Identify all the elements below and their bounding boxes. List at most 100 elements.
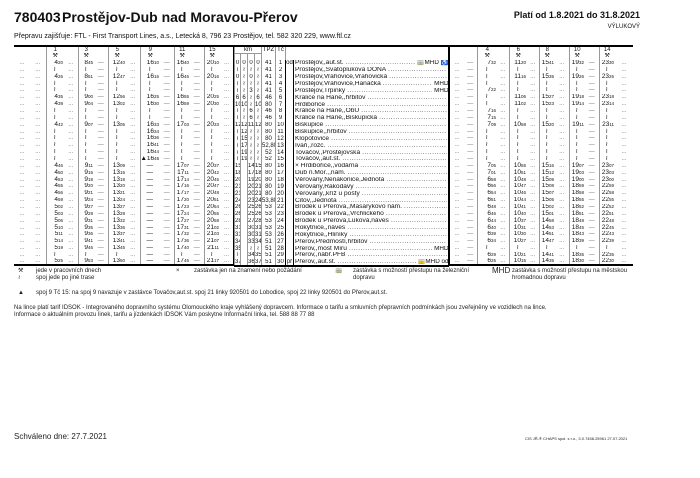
stop-name-text: Kralice na Hané,,Biskupická: [295, 115, 378, 122]
filler-cell: ...: [68, 203, 74, 210]
time-cell: ≀: [173, 155, 190, 163]
km-cell: 20: [234, 176, 241, 184]
time-cell: 1727: [173, 217, 190, 225]
time-cell: ≀: [508, 128, 527, 135]
filler-cell: ...: [35, 121, 41, 128]
filler-cell: ...: [223, 66, 229, 73]
stop-number: 13: [275, 142, 286, 150]
time-cell: 1731: [173, 224, 190, 231]
header-cell: [497, 46, 509, 53]
time-cell: 439: [45, 100, 64, 108]
timetable-row: ...... 514... 941—1341... — —1736—2107...: [14, 237, 234, 245]
filler-cell: ...: [68, 59, 74, 66]
time-cell: ≀: [139, 66, 160, 74]
legend-text: zastávka jen na znamení nebo požádání: [194, 268, 302, 274]
header-row: km TPZ Tč: [234, 46, 449, 54]
filler-cell: —: [97, 197, 104, 204]
filler-cell: ...: [530, 80, 536, 87]
timetable-row: ≀ 34 35 51 29 Přerov,,nábř.PFB...............…: [234, 252, 449, 259]
km-cell: 24: [254, 197, 262, 205]
km-cell: 3: [247, 87, 255, 95]
time-cell: 2016: [203, 73, 220, 81]
filler-cell: ...: [35, 142, 41, 149]
timetable-row: ...... ≀... ≀ — ≀... 1634— ≀ — ≀...: [14, 128, 234, 135]
time-cell: —: [139, 224, 160, 231]
filler-cell: ...: [223, 80, 229, 87]
timetable-row: ... —639... 1030... 1451... 1843—2243...: [449, 230, 633, 238]
header-cell: 10: [568, 46, 585, 53]
km-cell: 6: [234, 94, 241, 102]
time-cell: —: [139, 176, 160, 183]
filler-cell: ...: [19, 238, 25, 245]
filler-cell: —: [588, 94, 595, 101]
filler-cell: ...: [223, 176, 229, 183]
tpz-cell: 80: [261, 169, 276, 177]
filler-cell: —: [467, 210, 474, 217]
time-cell: ≀: [77, 155, 94, 163]
stop-name-text: Tovačov,,aut.st.: [295, 156, 341, 163]
time-cell: 1047: [508, 182, 527, 190]
stop-name: Klopotovice.............................…: [295, 136, 449, 142]
stop-flag: [285, 238, 294, 246]
time-cell: ≀: [173, 86, 190, 94]
filler-cell: ...: [500, 94, 506, 101]
filler-cell: —: [588, 231, 595, 238]
time-cell: 1740: [173, 244, 190, 252]
time-cell: ≀: [508, 134, 527, 142]
km-cell: 31: [234, 231, 241, 239]
time-cell: 732: [476, 59, 497, 67]
filler-cell: —: [97, 87, 104, 94]
stop-name: Tovačov,,aut.st.........................…: [295, 156, 449, 162]
tpz-cell: 51: [261, 258, 276, 266]
dot-leader: ........................................…: [361, 190, 447, 197]
filler-cell: ...: [500, 101, 506, 108]
filler-cell: ...: [530, 251, 536, 258]
filler-cell: ...: [19, 107, 25, 114]
km-cell: ≀: [254, 80, 262, 88]
time-cell: ≀: [107, 114, 126, 122]
timetable-row: ≀ ≀ ≀ ≀ 41 2 Prostějov,,Svatoplukova DONA.....…: [234, 66, 449, 74]
time-cell: 2259: [598, 182, 615, 190]
km-cell: 12: [254, 121, 262, 129]
stop-number: 17: [275, 169, 286, 177]
filler-cell: ...: [559, 80, 565, 87]
timetable-row: ...... ≀... ≀ — ≀... 1641— ≀ — ≀...: [14, 141, 234, 149]
stop-transfer-markers: MHD: [434, 245, 449, 252]
time-cell: ≀: [45, 86, 64, 94]
header-cell: [585, 46, 599, 53]
filler-cell: ...: [19, 169, 25, 176]
filler-cell: ...: [500, 197, 506, 204]
filler-cell: ...: [19, 66, 25, 73]
filler-cell: ...: [530, 238, 536, 245]
time-cell: —: [139, 251, 160, 259]
time-cell: ▲1646: [139, 155, 160, 163]
filler-cell: ...: [621, 224, 627, 231]
time-cell: 456: [45, 189, 64, 197]
filler-cell: ...: [130, 203, 136, 210]
filler-cell: —: [467, 73, 474, 80]
filler-cell: ...: [621, 217, 627, 224]
timetable-row: 3130315326Rokytnice,,Hliníky............…: [234, 231, 449, 239]
filler-cell: ...: [621, 169, 627, 176]
stop-name: Brodek u Přerova,,Vrchlického...........…: [295, 211, 449, 217]
km-cell: 21: [254, 183, 262, 191]
filler-cell: —: [588, 197, 595, 204]
time-cell: 1116: [508, 73, 527, 81]
filler-cell: ...: [19, 155, 25, 162]
time-cell: 941: [77, 237, 94, 245]
km-cell: 26: [234, 210, 241, 218]
filler-cell: —: [163, 245, 170, 252]
filler-cell: ...: [68, 149, 74, 156]
stop-name-cell: Věrovany,,kříž u pošty..................…: [294, 190, 449, 197]
time-cell: 1015: [508, 258, 527, 266]
timetable-row: ... — ≀... 1116... 1535... 1926—2326...: [449, 73, 633, 81]
stop-name: Přerov,,aut.st..........................…: [295, 259, 449, 265]
time-cell: 1332: [107, 217, 126, 225]
filler-cell: ...: [530, 59, 536, 66]
header-cell: [555, 46, 569, 53]
time-cell: 1247: [107, 73, 126, 81]
tpz-cell: 53: [261, 231, 276, 239]
time-cell: 1900: [568, 176, 585, 183]
stop-name-text: Prostějov,Vrahovice,Vrahovická: [295, 74, 388, 81]
filler-cell: —: [588, 258, 595, 265]
